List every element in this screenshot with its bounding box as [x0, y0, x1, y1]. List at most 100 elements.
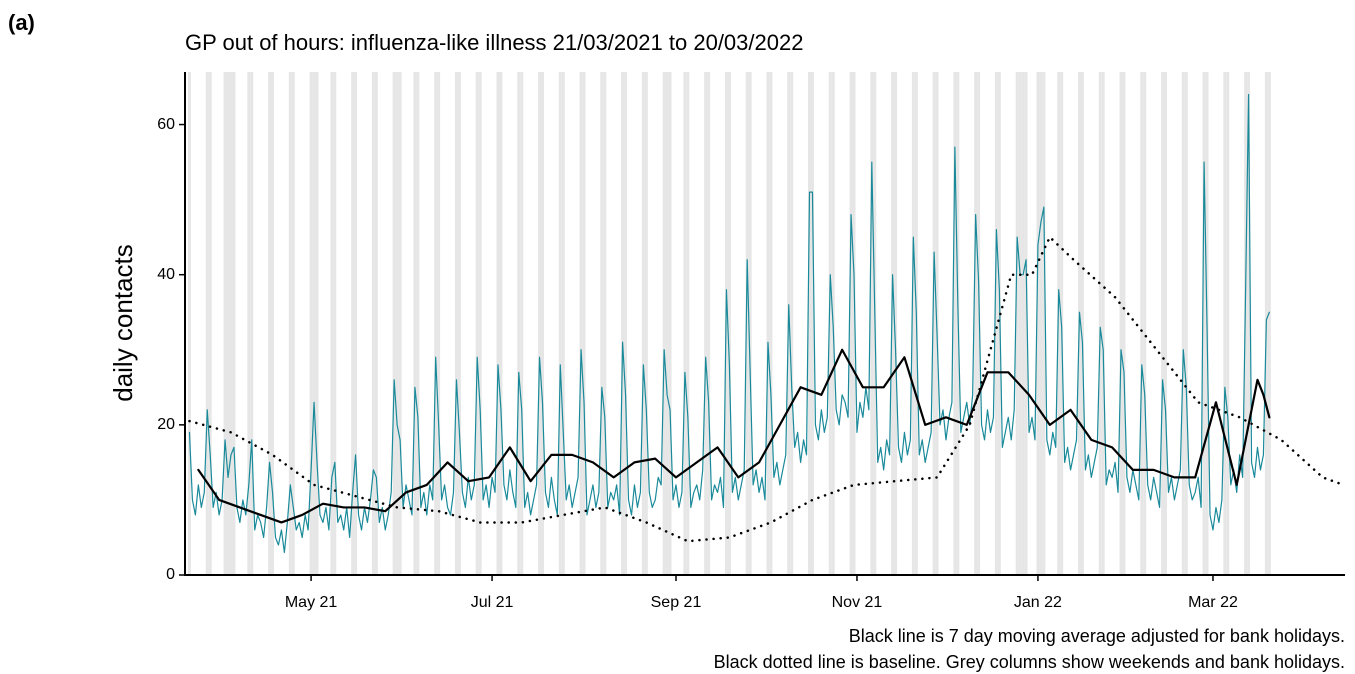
shaded-column	[1164, 72, 1167, 575]
y-axis-title: daily contacts	[108, 244, 138, 402]
x-tick-label: Mar 22	[1188, 594, 1238, 611]
shaded-column	[1024, 72, 1028, 575]
shaded-column	[271, 72, 275, 575]
shaded-column	[1018, 72, 1022, 575]
note: Black line is 7 day moving average adjus…	[849, 626, 1345, 646]
shaded-column	[977, 72, 981, 575]
shaded-column	[1267, 72, 1271, 575]
shaded-column	[668, 72, 672, 575]
y-tick-label: 40	[157, 266, 175, 283]
shaded-column	[1226, 72, 1230, 575]
shaded-column	[810, 72, 814, 575]
shaded-column	[1181, 72, 1185, 575]
shaded-column	[309, 72, 313, 575]
shaded-column	[315, 72, 319, 575]
shaded-column	[558, 72, 562, 575]
shaded-column	[600, 72, 604, 575]
shaded-column	[911, 72, 915, 575]
x-tick-label: May 21	[285, 594, 338, 611]
shaded-column	[662, 72, 666, 575]
shaded-column	[953, 72, 957, 575]
shaded-column	[392, 72, 396, 575]
shaded-column	[766, 72, 770, 575]
shaded-column	[745, 72, 749, 575]
shaded-column	[454, 72, 458, 575]
shaded-column	[288, 72, 292, 575]
shaded-column	[828, 72, 832, 575]
x-tick-label: Jan 22	[1014, 594, 1062, 611]
shaded-column	[974, 72, 978, 575]
shaded-column	[354, 72, 358, 575]
shaded-column	[641, 72, 645, 575]
shaded-column	[561, 72, 565, 575]
shaded-column	[707, 72, 711, 575]
shaded-column	[704, 72, 708, 575]
shaded-column	[226, 72, 230, 575]
shaded-column	[579, 72, 583, 575]
x-tick-label: Jul 21	[471, 594, 514, 611]
shaded-column	[541, 72, 544, 575]
shaded-column	[208, 72, 212, 575]
shaded-column	[1039, 72, 1043, 575]
shaded-column	[870, 72, 874, 575]
shaded-column	[1080, 72, 1084, 575]
shaded-column	[457, 72, 461, 575]
shaded-column	[852, 72, 856, 575]
shaded-column	[603, 72, 607, 575]
shaded-column	[416, 72, 420, 575]
shaded-column	[932, 72, 936, 575]
data-line	[197, 348, 1271, 524]
shaded-column	[413, 72, 417, 575]
shaded-column	[374, 72, 378, 575]
shaded-column	[187, 72, 191, 575]
shaded-column	[748, 72, 752, 575]
shaded-column	[891, 72, 895, 575]
shaded-column	[371, 72, 375, 575]
shaded-column	[686, 72, 690, 575]
shaded-column	[644, 72, 648, 575]
shaded-column	[1015, 72, 1019, 575]
shaded-column	[496, 72, 500, 575]
shaded-column	[499, 72, 503, 575]
shaded-column	[517, 72, 521, 575]
shaded-column	[333, 72, 337, 575]
shaded-column	[250, 72, 254, 575]
shaded-column	[1143, 72, 1147, 575]
shaded-column	[849, 72, 853, 575]
shading-layer	[187, 72, 1271, 575]
shaded-column	[330, 72, 334, 575]
shaded-column	[223, 72, 227, 575]
shaded-column	[1140, 72, 1144, 575]
shaded-column	[1021, 72, 1025, 575]
shaded-column	[434, 72, 438, 575]
shaded-column	[769, 72, 773, 575]
chart-title: GP out of hours: influenza-like illness …	[185, 30, 803, 55]
y-tick-label: 20	[157, 416, 175, 433]
shaded-column	[1119, 72, 1123, 575]
shaded-column	[582, 72, 586, 575]
shaded-column	[621, 72, 625, 575]
shaded-column	[1098, 72, 1102, 575]
shaded-column	[624, 72, 628, 575]
shaded-column	[398, 72, 402, 575]
baseline-line	[188, 235, 1345, 543]
shaded-column	[475, 72, 479, 575]
shaded-column	[1184, 72, 1188, 575]
x-tick-label: Nov 21	[832, 594, 883, 611]
shaded-column	[205, 72, 209, 575]
shaded-column	[478, 72, 482, 575]
shaded-column	[1042, 72, 1046, 575]
y-tick-label: 60	[157, 116, 175, 133]
shaded-column	[1122, 72, 1126, 575]
shaded-column	[1247, 72, 1251, 575]
note: Black dotted line is baseline. Grey colu…	[714, 652, 1345, 672]
panel-label: (a)	[8, 10, 35, 35]
shaded-column	[291, 72, 295, 575]
shaded-column	[437, 72, 441, 575]
shaded-column	[1223, 72, 1227, 575]
shaded-column	[312, 72, 316, 575]
shaded-column	[790, 72, 794, 575]
shaded-column	[1057, 72, 1061, 575]
shaded-column	[1101, 72, 1105, 575]
